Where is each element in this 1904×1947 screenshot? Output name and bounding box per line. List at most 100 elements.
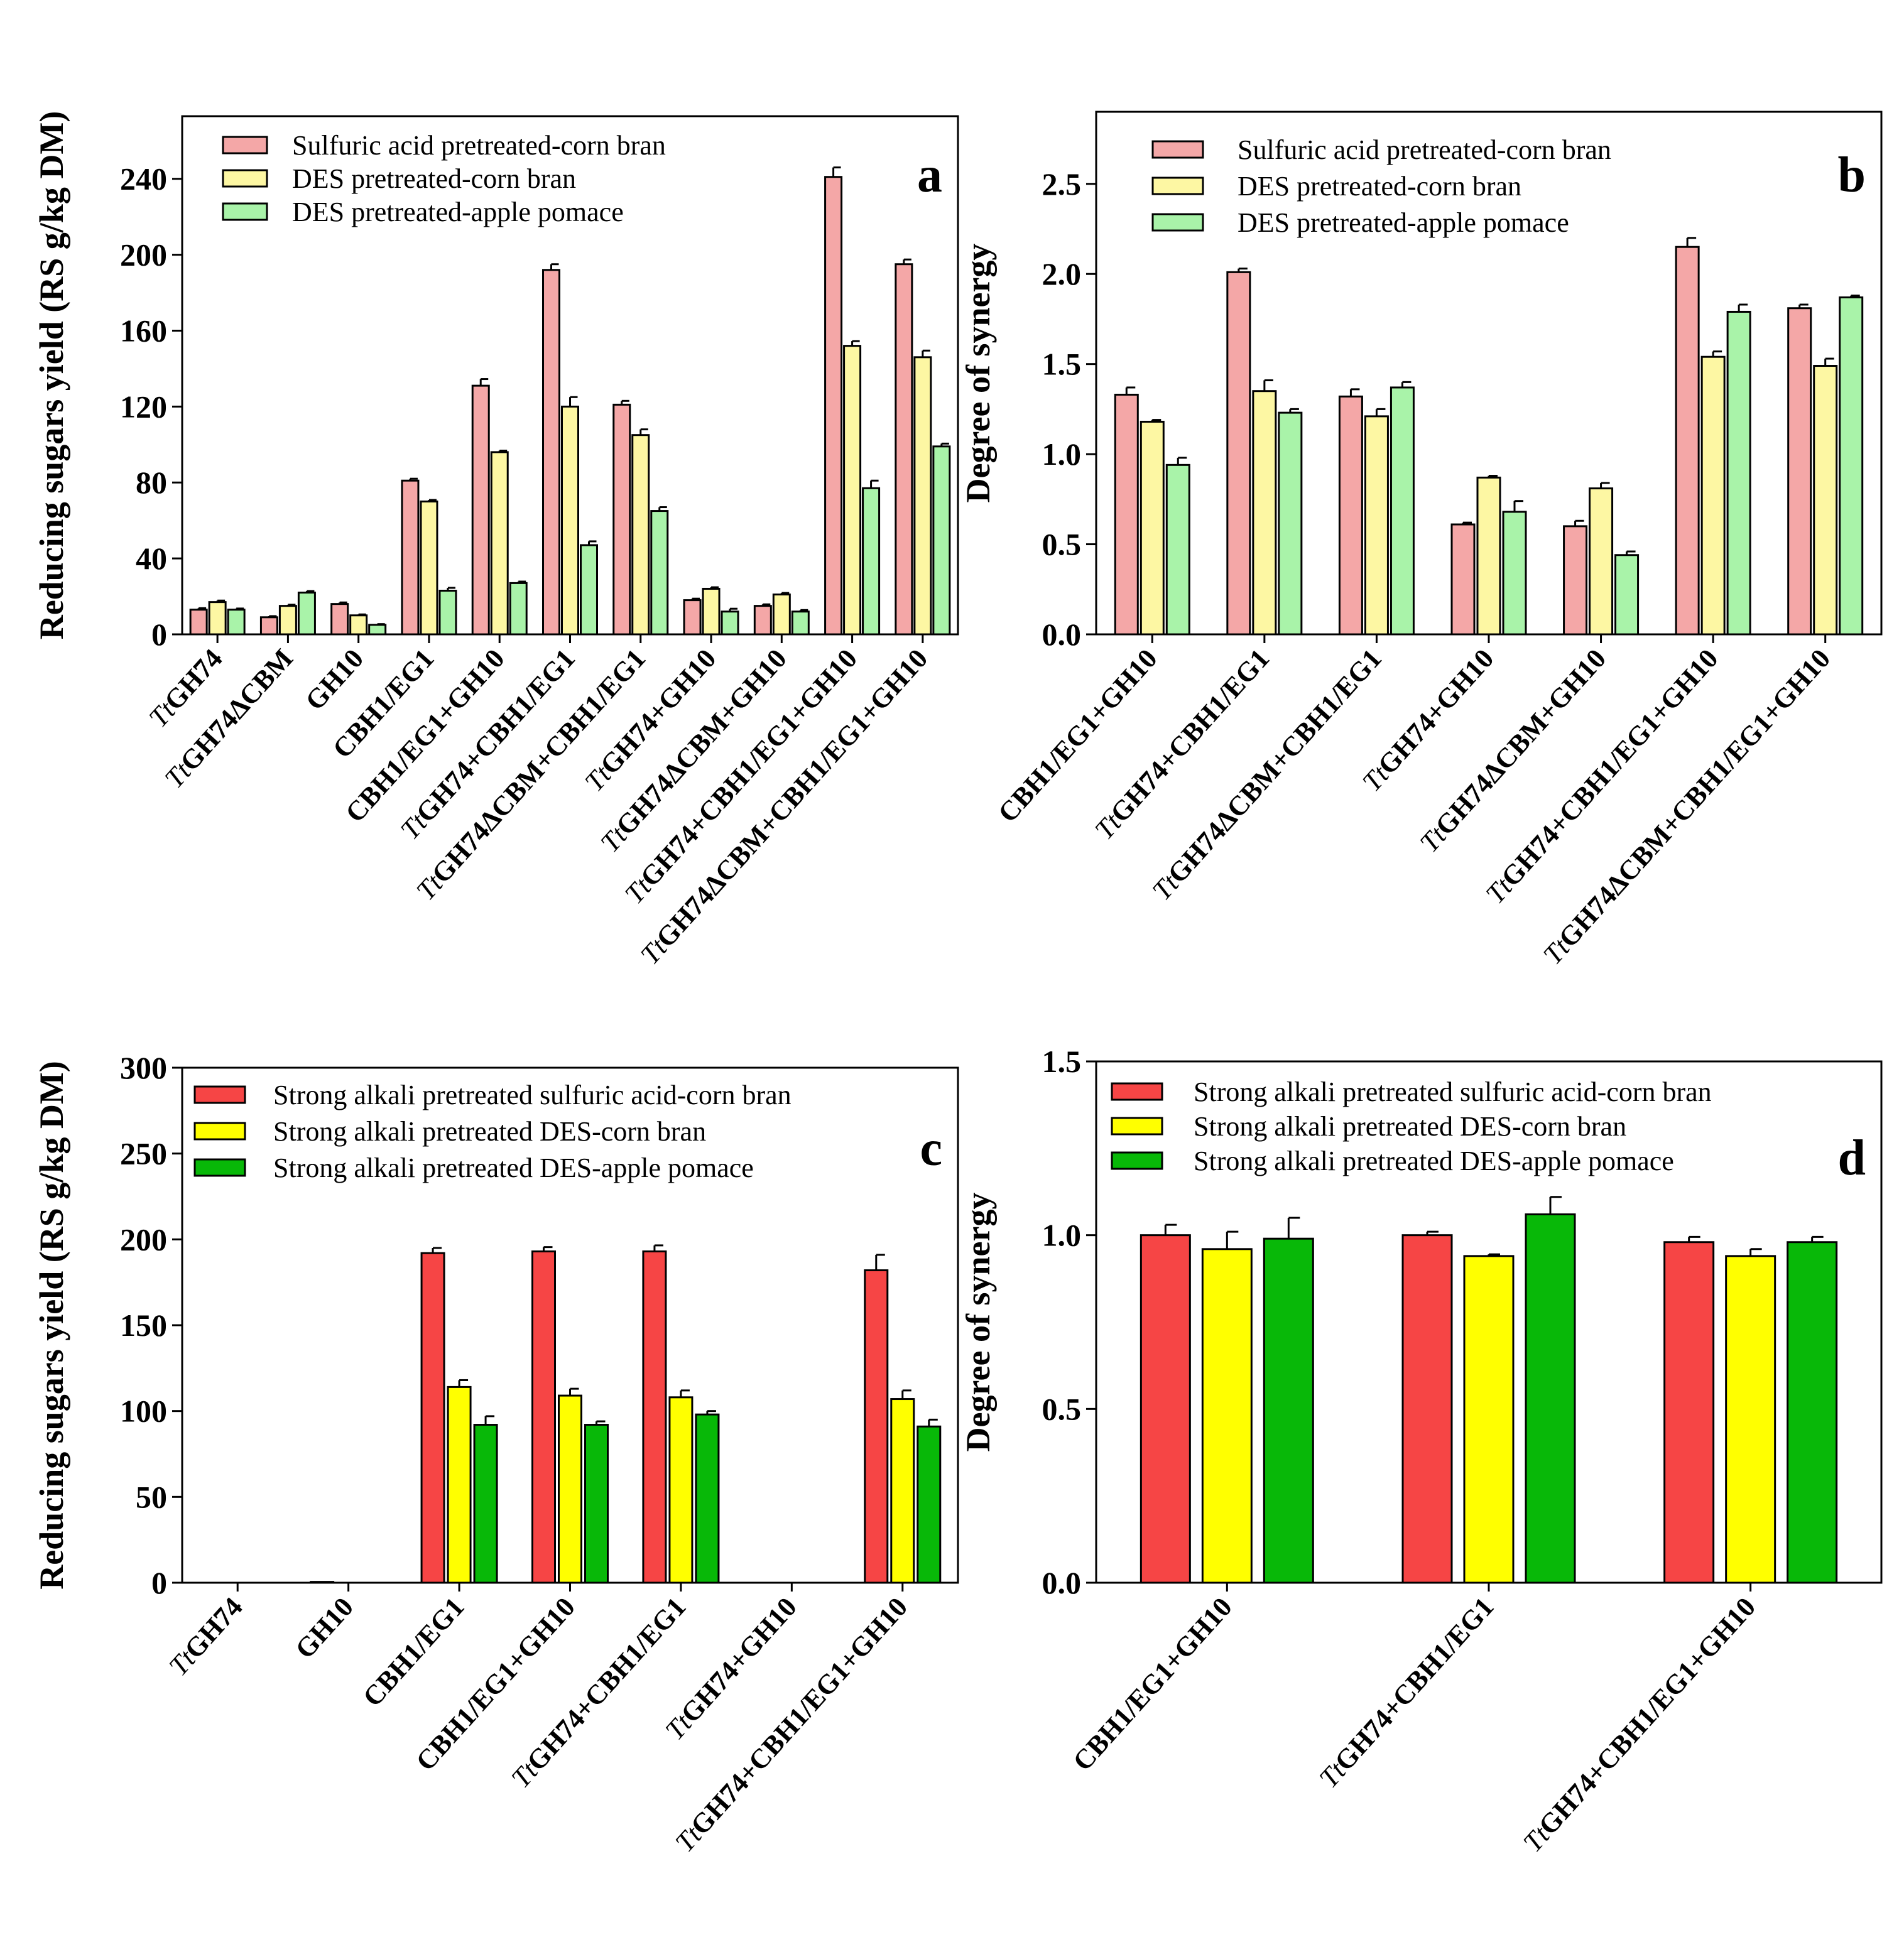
bar-a-10-0 xyxy=(895,263,913,636)
legend-entry: Strong alkali pretreated DES-apple pomac… xyxy=(273,1152,754,1183)
bar-c-6-1 xyxy=(890,1398,915,1584)
legend-swatch xyxy=(222,169,268,188)
bar-b-4-0 xyxy=(1563,525,1588,636)
y-axis-title: Degree of synergy xyxy=(959,1193,997,1452)
legend-swatch xyxy=(1111,1082,1163,1101)
bar-a-0-1 xyxy=(208,601,227,636)
y-tick-label: 80 xyxy=(136,465,167,500)
bar-a-4-0 xyxy=(471,384,490,636)
bar-b-2-2 xyxy=(1390,386,1415,636)
bar-b-0-2 xyxy=(1165,464,1190,636)
legend-entry: Sulfuric acid pretreated-corn bran xyxy=(292,130,666,161)
legend-entry: Strong alkali pretreated DES-corn bran xyxy=(1194,1111,1626,1142)
bar-b-0-1 xyxy=(1140,420,1165,636)
x-tick-name: GH74+GH10 xyxy=(675,1592,803,1729)
legend-entry: DES pretreated-apple pomace xyxy=(292,197,624,227)
y-axis: 0.0 0.5 1.0 1.5 2.0 2.5 xyxy=(1042,166,1096,652)
bar-a-1-1 xyxy=(278,605,297,636)
legend-swatch xyxy=(1151,176,1204,195)
y-tick-label: 0 xyxy=(151,1565,167,1600)
y-tick-label: 160 xyxy=(120,313,167,348)
bar-a-3-0 xyxy=(401,479,420,636)
legend-swatch xyxy=(1111,1117,1163,1136)
bar-a-2-2 xyxy=(368,624,387,636)
bar-a-0-2 xyxy=(227,609,246,636)
bar-c-2-2 xyxy=(473,1424,498,1584)
legend: Sulfuric acid pretreated-corn bran DES pr… xyxy=(1151,134,1611,238)
legend-entry: DES pretreated-corn bran xyxy=(292,163,576,194)
bar-d-1-0 xyxy=(1401,1234,1453,1584)
legend-swatch xyxy=(193,1085,246,1104)
bar-d-2-2 xyxy=(1787,1241,1838,1584)
legend-swatch xyxy=(193,1122,246,1141)
y-axis-title: Degree of synergy xyxy=(959,244,997,503)
bar-c-6-0 xyxy=(864,1269,889,1584)
bar-c-6-2 xyxy=(917,1425,942,1584)
bar-d-0-2 xyxy=(1263,1237,1314,1584)
bar-a-6-0 xyxy=(612,403,631,636)
bar-a-8-2 xyxy=(791,610,810,636)
x-tick-name: GH74 xyxy=(178,1592,249,1664)
x-tick-label: CBH1/EG1 xyxy=(357,1592,470,1713)
legend-entry: Strong alkali pretreated sulfuric acid-c… xyxy=(1194,1077,1712,1107)
bar-b-3-1 xyxy=(1476,476,1501,636)
bar-d-1-2 xyxy=(1525,1213,1576,1584)
bar-c-1-0 xyxy=(310,1581,335,1584)
x-tick-name: GH74+CBH1/EG1+GH10 xyxy=(1495,643,1724,892)
y-tick-label: 300 xyxy=(120,1050,167,1085)
y-tick-label: 1.5 xyxy=(1042,1044,1082,1079)
x-tick-label: TtGH74 xyxy=(163,1592,248,1682)
x-tick-name: GH74+CBH1/EG1 xyxy=(1329,1592,1499,1777)
legend-swatch xyxy=(1151,213,1204,232)
bar-b-4-2 xyxy=(1614,554,1640,636)
x-tick-label: TtGH74+CBH1/EG1+GH10 xyxy=(1517,1592,1761,1858)
bar-d-0-0 xyxy=(1140,1234,1191,1584)
x-tick-name: GH10 xyxy=(289,1592,359,1664)
x-tick-name: GH74+CBH1/EG1+GH10 xyxy=(685,1592,913,1841)
bar-b-0-0 xyxy=(1114,393,1139,636)
bar-a-1-2 xyxy=(297,592,316,636)
y-axis-title: Reducing sugars yield (RS g/kg DM) xyxy=(33,1061,70,1590)
bars xyxy=(1114,237,1864,636)
legend-entry: Strong alkali pretreated sulfuric acid-c… xyxy=(273,1080,792,1110)
bar-a-9-1 xyxy=(843,345,862,636)
bar-a-2-1 xyxy=(349,614,368,636)
bar-c-4-1 xyxy=(668,1396,694,1584)
legend-swatch xyxy=(222,136,268,155)
bars xyxy=(310,1244,942,1584)
bar-c-2-0 xyxy=(420,1252,445,1584)
x-tick-label: GH10 xyxy=(299,643,369,716)
bar-b-1-1 xyxy=(1252,390,1277,636)
y-tick-label: 0.5 xyxy=(1042,1391,1082,1426)
bar-a-8-1 xyxy=(772,594,791,636)
y-tick-label: 0.5 xyxy=(1042,527,1082,562)
y-tick-label: 50 xyxy=(136,1479,167,1514)
bar-b-1-2 xyxy=(1278,411,1303,636)
x-tick-name: GH10 xyxy=(299,643,369,716)
bar-b-3-0 xyxy=(1450,523,1476,636)
legend-entry: Strong alkali pretreated DES-apple pomac… xyxy=(1194,1146,1674,1176)
x-tick-name: CBH1/EG1 xyxy=(357,1592,470,1713)
bar-a-9-2 xyxy=(862,487,881,636)
bar-b-5-1 xyxy=(1700,355,1726,636)
bar-a-7-0 xyxy=(683,599,702,636)
x-tick-name: CBH1/EG1+GH10 xyxy=(1067,1592,1238,1777)
bar-c-3-1 xyxy=(558,1394,582,1584)
bar-c-3-2 xyxy=(584,1424,609,1584)
bar-a-3-1 xyxy=(420,500,438,636)
legend-swatch xyxy=(193,1158,246,1177)
legend: Strong alkali pretreated sulfuric acid-c… xyxy=(1111,1077,1712,1176)
bar-c-4-0 xyxy=(642,1250,667,1584)
y-tick-label: 0.0 xyxy=(1042,1565,1082,1600)
y-axis-title: Reducing sugars yield (RS g/kg DM) xyxy=(33,111,70,640)
x-tick-name: GH74ΔCBM+CBH1/EG1 xyxy=(1161,643,1388,889)
bar-d-2-0 xyxy=(1663,1241,1715,1584)
bar-a-10-2 xyxy=(932,445,951,636)
bar-b-4-1 xyxy=(1589,487,1614,636)
y-tick-label: 0 xyxy=(151,617,167,652)
panel-label: c xyxy=(920,1121,942,1176)
legend-entry: Sulfuric acid pretreated-corn bran xyxy=(1238,134,1611,165)
x-tick-label: TtGH74+CBH1/EG1+GH10 xyxy=(669,1592,913,1858)
y-tick-label: 120 xyxy=(120,389,167,424)
bar-c-4-2 xyxy=(695,1413,720,1584)
